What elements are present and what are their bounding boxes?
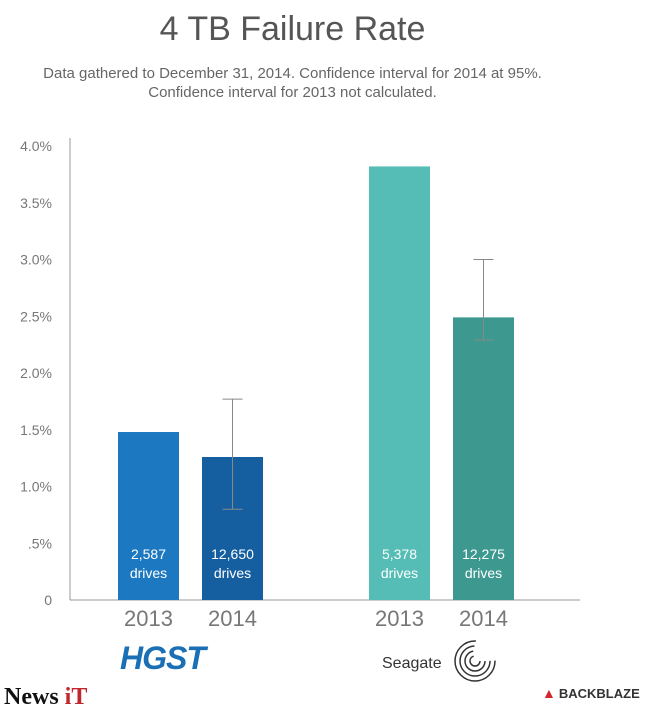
backblaze-logo: ▲ BACKBLAZE	[542, 685, 640, 701]
y-tick-label: 3.5%	[20, 195, 52, 211]
chart-title: 4 TB Failure Rate	[159, 10, 426, 48]
bar-unit-label: drives	[130, 565, 167, 581]
backblaze-text: BACKBLAZE	[558, 686, 640, 701]
hgst-logo: HGST	[120, 640, 206, 676]
subtitle-line-1: Data gathered to December 31, 2014. Conf…	[43, 65, 542, 82]
y-tick-label: .5%	[28, 535, 52, 551]
bar	[453, 317, 514, 600]
x-tick-label: 2014	[459, 606, 508, 631]
y-tick-label: 0	[44, 592, 52, 608]
seagate-swirl-icon	[454, 640, 496, 682]
backblaze-flame-icon: ▲	[542, 685, 556, 701]
bar-count-label: 5,378	[382, 546, 417, 562]
newsit-news: News	[4, 684, 65, 710]
bar-unit-label: drives	[465, 565, 502, 581]
bar-count-label: 2,587	[131, 546, 166, 562]
bar	[369, 166, 430, 600]
bar	[118, 432, 179, 600]
bar-unit-label: drives	[381, 565, 418, 581]
y-tick-label: 3.0%	[20, 252, 52, 268]
seagate-logo-text: Seagate	[382, 655, 442, 672]
y-tick-label: 4.0%	[20, 138, 52, 154]
y-tick-label: 1.5%	[20, 422, 52, 438]
x-tick-label: 2013	[124, 606, 173, 631]
y-tick-label: 1.0%	[20, 479, 52, 495]
bar-count-label: 12,275	[462, 546, 505, 562]
subtitle-line-2: Confidence interval for 2013 not calcula…	[148, 84, 437, 101]
y-tick-label: 2.0%	[20, 365, 52, 381]
chart-subtitle: Data gathered to December 31, 2014. Conf…	[0, 64, 585, 102]
newsit-watermark: News iT	[4, 684, 87, 711]
y-tick-label: 2.5%	[20, 308, 52, 324]
x-tick-label: 2014	[208, 606, 257, 631]
x-tick-label: 2013	[375, 606, 424, 631]
bar-unit-label: drives	[214, 565, 251, 581]
newsit-it: iT	[64, 684, 88, 710]
bar-count-label: 12,650	[211, 546, 254, 562]
